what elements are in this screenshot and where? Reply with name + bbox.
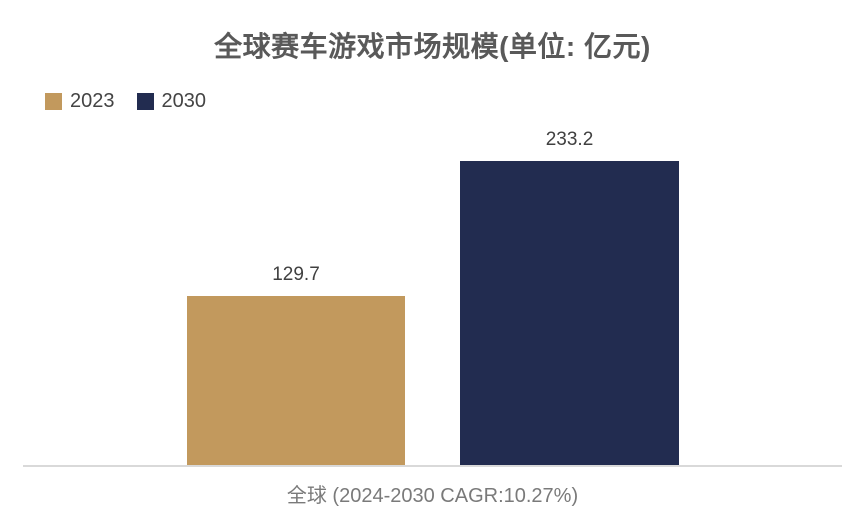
legend: 2023 2030 [45,90,206,113]
legend-label-2030: 2030 [161,90,207,112]
data-label-2023: 129.7 [272,264,320,285]
legend-item-2023: 2023 [45,90,115,113]
legend-swatch-2023 [45,93,62,110]
bar-group-2030: 233.2 [460,129,679,465]
legend-item-2030: 2030 [136,90,207,113]
chart-title: 全球赛车游戏市场规模(单位: 亿元) [214,31,651,62]
category-axis-label: 全球 (2024-2030 CAGR:10.27%) [286,485,579,507]
legend-label-2023: 2023 [70,90,115,112]
bar-2023 [187,296,405,465]
legend-swatch-2030 [136,93,154,110]
x-axis-line [23,465,842,467]
data-label-2030: 233.2 [545,129,594,150]
bar-group-2023: 129.7 [187,264,405,465]
bar-2030 [460,161,679,465]
